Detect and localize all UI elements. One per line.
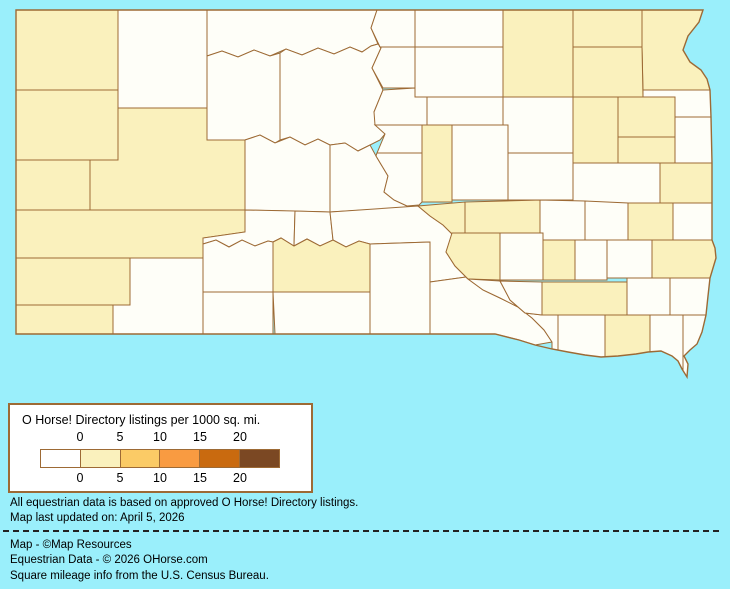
county-mellette <box>272 237 371 293</box>
county-harding <box>16 10 119 91</box>
legend-swatch-0 <box>41 450 80 467</box>
county-lincoln <box>669 277 716 316</box>
county-sanborn <box>539 199 586 241</box>
county-fall-river <box>16 304 114 335</box>
county-campbell <box>370 10 416 48</box>
county-miner <box>584 200 629 241</box>
county-jones <box>293 210 334 247</box>
county-lawrence <box>16 159 91 211</box>
county-washabaugh <box>202 239 274 293</box>
county-hughes <box>375 152 423 207</box>
legend-ticks-top: 0 5 10 15 20 <box>60 430 300 444</box>
county-faulk <box>426 96 509 126</box>
county-roberts <box>641 10 716 91</box>
legend-tick-label: 0 <box>76 471 84 485</box>
footer-credit-square-mileage: Square mileage info from the U.S. Census… <box>10 570 269 582</box>
county-todd <box>272 291 371 335</box>
county-clark <box>572 96 619 164</box>
county-bennett <box>202 291 274 335</box>
legend-swatch-3 <box>159 450 200 467</box>
county-hanson <box>574 239 608 281</box>
county-hand <box>451 124 509 201</box>
county-hamlin <box>617 136 676 164</box>
legend-color-bar <box>40 449 280 468</box>
county-tripp <box>369 241 431 335</box>
county-hutchinson <box>541 281 628 316</box>
footer-note-data-source: All equestrian data is based on approved… <box>10 497 359 509</box>
legend-tick-label: 0 <box>76 430 84 444</box>
legend-ticks-bottom: 0 5 10 15 20 <box>60 471 300 485</box>
counties-group <box>16 10 716 377</box>
legend-title: O Horse! Directory listings per 1000 sq.… <box>22 413 261 427</box>
legend-swatch-5 <box>239 450 279 467</box>
county-haakon <box>244 134 331 213</box>
legend-tick-label: 10 <box>153 430 167 444</box>
county-kingsbury <box>572 162 661 204</box>
legend-tick-label: 20 <box>233 471 247 485</box>
county-spink <box>502 96 574 154</box>
footer-credit-equestrian-data: Equestrian Data - © 2026 OHorse.com <box>10 554 208 566</box>
county-hyde <box>421 124 453 203</box>
legend-swatch-4 <box>199 450 240 467</box>
county-beadle <box>507 152 574 201</box>
county-brookings <box>659 162 716 204</box>
dashed-separator <box>3 530 719 532</box>
county-perkins <box>117 10 208 109</box>
county-custer <box>16 257 131 306</box>
county-lake <box>627 202 674 241</box>
county-butte <box>16 89 119 161</box>
legend-tick-label: 20 <box>233 430 247 444</box>
county-minnehaha <box>651 239 716 279</box>
county-brown <box>502 10 574 98</box>
county-moody <box>672 202 716 241</box>
legend-swatch-2 <box>119 450 160 467</box>
legend-tick-label: 10 <box>153 471 167 485</box>
county-sully <box>373 124 423 154</box>
county-aurora <box>499 232 544 281</box>
county-codington <box>617 96 676 138</box>
legend-swatch-1 <box>79 450 120 467</box>
legend-tick-label: 5 <box>116 471 124 485</box>
county-deuel <box>674 116 716 164</box>
legend-box: O Horse! Directory listings per 1000 sq.… <box>8 403 313 493</box>
legend-tick-label: 5 <box>116 430 124 444</box>
state-outline <box>15 9 717 380</box>
legend-tick-label: 15 <box>193 471 207 485</box>
south-dakota-county-choropleth-map <box>15 9 717 380</box>
county-mccook <box>606 239 653 279</box>
county-douglas <box>499 280 543 316</box>
county-jerauld <box>464 199 541 234</box>
county-mcpherson <box>414 10 504 48</box>
county-dewey <box>279 43 386 152</box>
footer-note-last-updated: Map last updated on: April 5, 2026 <box>10 512 185 524</box>
county-marshall <box>572 10 643 48</box>
county-turner <box>626 277 671 316</box>
footer-credit-map: Map - ©Map Resources <box>10 539 132 551</box>
county-ziebach <box>206 49 281 144</box>
county-davison <box>542 239 576 281</box>
county-day <box>572 46 644 98</box>
legend-tick-label: 15 <box>193 430 207 444</box>
county-edmunds <box>414 46 504 98</box>
